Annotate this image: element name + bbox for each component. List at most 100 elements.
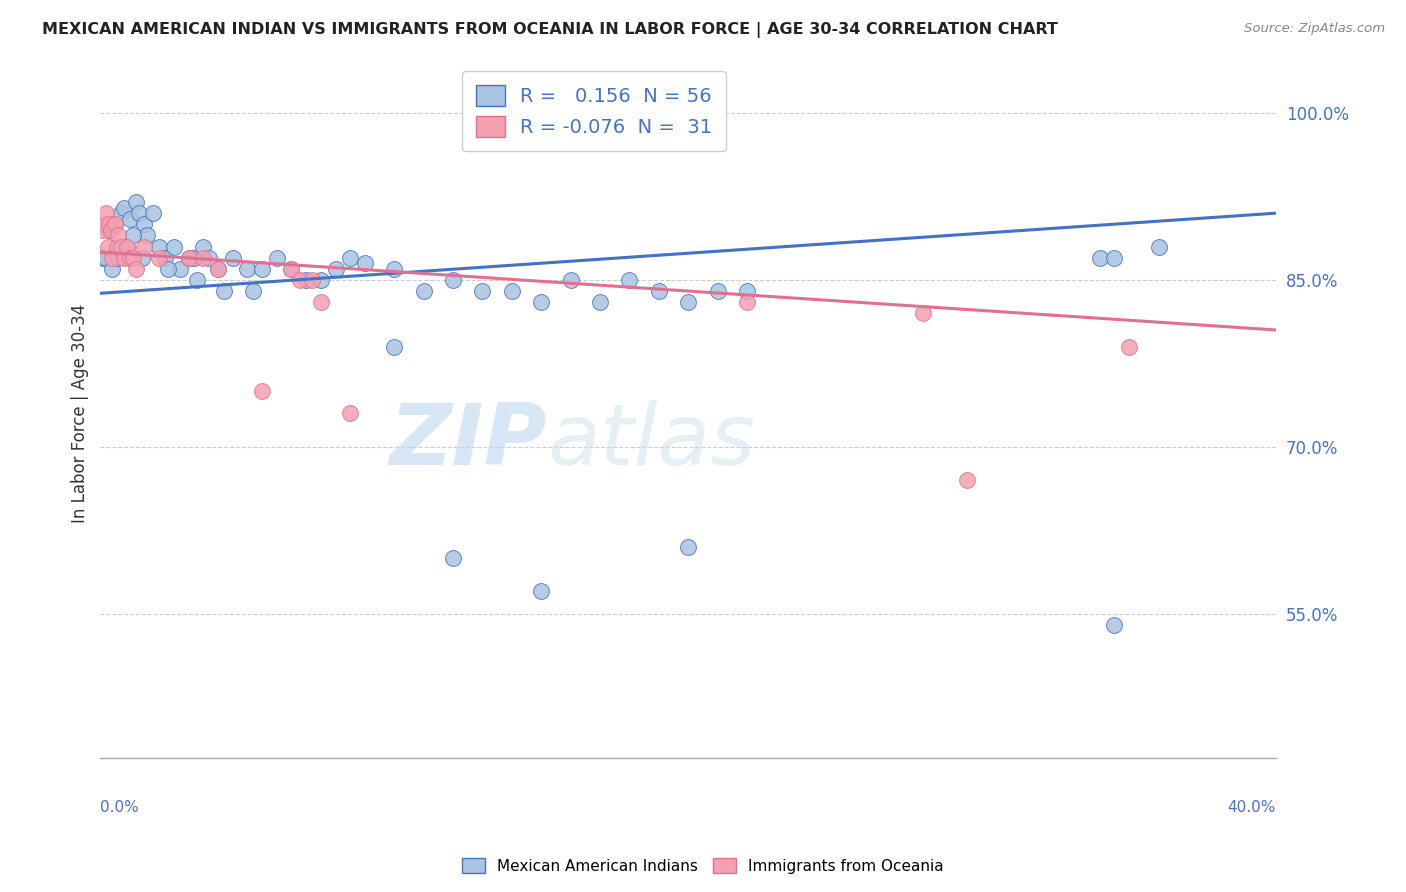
Text: Source: ZipAtlas.com: Source: ZipAtlas.com — [1244, 22, 1385, 36]
Point — [136, 228, 159, 243]
Point — [96, 206, 118, 220]
Point — [100, 223, 122, 237]
Point — [101, 251, 124, 265]
Point — [412, 284, 434, 298]
Point — [236, 261, 259, 276]
Point — [183, 251, 205, 265]
Text: ZIP: ZIP — [389, 400, 547, 483]
Point — [501, 284, 523, 298]
Point — [112, 201, 135, 215]
Point — [124, 261, 146, 276]
Point — [309, 273, 332, 287]
Point — [956, 473, 979, 487]
Point — [186, 273, 208, 287]
Text: 40.0%: 40.0% — [1227, 800, 1277, 814]
Point — [301, 273, 323, 287]
Point — [134, 217, 156, 231]
Point — [735, 295, 758, 310]
Text: 0.0%: 0.0% — [100, 800, 139, 814]
Point — [1118, 340, 1140, 354]
Point — [112, 251, 135, 265]
Point — [706, 284, 728, 298]
Point — [104, 217, 127, 231]
Point — [242, 284, 264, 298]
Point — [91, 223, 114, 237]
Point — [212, 284, 235, 298]
Point — [339, 406, 361, 420]
Point — [339, 251, 361, 265]
Point — [912, 306, 935, 320]
Point — [1104, 617, 1126, 632]
Point — [98, 223, 121, 237]
Point — [148, 239, 170, 253]
Point — [325, 261, 347, 276]
Point — [295, 273, 318, 287]
Point — [177, 251, 200, 265]
Point — [153, 251, 176, 265]
Point — [96, 251, 118, 265]
Point — [110, 239, 132, 253]
Point — [156, 261, 179, 276]
Point — [193, 239, 215, 253]
Point — [207, 261, 229, 276]
Point — [648, 284, 671, 298]
Point — [97, 239, 120, 253]
Point — [101, 261, 124, 276]
Point — [207, 261, 229, 276]
Legend: R =   0.156  N = 56, R = -0.076  N =  31: R = 0.156 N = 56, R = -0.076 N = 31 — [463, 71, 727, 151]
Point — [619, 273, 641, 287]
Point — [142, 206, 165, 220]
Point — [107, 228, 129, 243]
Point — [441, 273, 464, 287]
Point — [104, 217, 127, 231]
Point — [118, 251, 141, 265]
Point — [266, 251, 288, 265]
Point — [221, 251, 243, 265]
Point — [107, 251, 129, 265]
Point — [1147, 239, 1170, 253]
Point — [735, 284, 758, 298]
Point — [382, 340, 405, 354]
Point — [354, 256, 377, 270]
Point — [198, 251, 221, 265]
Point — [250, 384, 273, 399]
Point — [91, 251, 114, 265]
Point — [134, 239, 156, 253]
Point — [676, 295, 699, 310]
Point — [115, 239, 138, 253]
Point — [530, 584, 553, 599]
Point — [280, 261, 302, 276]
Point — [169, 261, 191, 276]
Point — [131, 251, 153, 265]
Point — [309, 295, 332, 310]
Y-axis label: In Labor Force | Age 30-34: In Labor Force | Age 30-34 — [72, 304, 89, 523]
Text: MEXICAN AMERICAN INDIAN VS IMMIGRANTS FROM OCEANIA IN LABOR FORCE | AGE 30-34 CO: MEXICAN AMERICAN INDIAN VS IMMIGRANTS FR… — [42, 22, 1059, 38]
Point — [98, 217, 121, 231]
Point — [280, 261, 302, 276]
Point — [193, 251, 215, 265]
Point — [589, 295, 612, 310]
Point — [1104, 251, 1126, 265]
Point — [118, 211, 141, 226]
Point — [128, 206, 150, 220]
Text: atlas: atlas — [547, 400, 755, 483]
Point — [382, 261, 405, 276]
Point — [471, 284, 494, 298]
Point — [1088, 251, 1111, 265]
Legend: Mexican American Indians, Immigrants from Oceania: Mexican American Indians, Immigrants fro… — [456, 852, 950, 880]
Point — [250, 261, 273, 276]
Point — [177, 251, 200, 265]
Point — [560, 273, 582, 287]
Point — [163, 239, 186, 253]
Point — [110, 206, 132, 220]
Point — [105, 239, 128, 253]
Point — [290, 273, 312, 287]
Point — [676, 540, 699, 554]
Point — [121, 228, 143, 243]
Point — [441, 551, 464, 566]
Point — [121, 251, 143, 265]
Point — [148, 251, 170, 265]
Point — [115, 239, 138, 253]
Point — [94, 217, 117, 231]
Point — [124, 194, 146, 209]
